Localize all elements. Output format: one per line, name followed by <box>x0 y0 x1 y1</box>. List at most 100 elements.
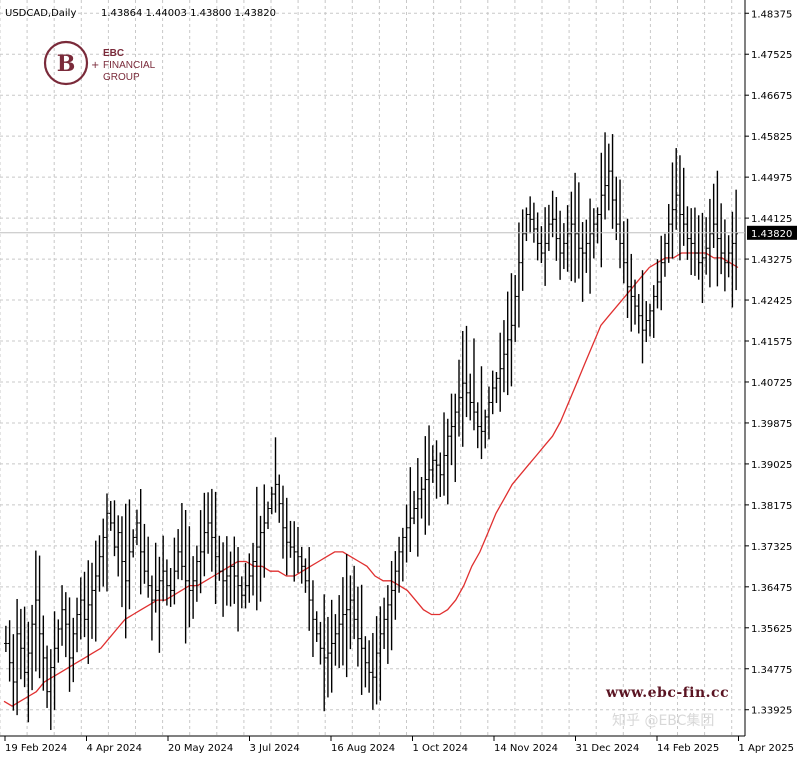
ohlc-bar <box>513 275 517 342</box>
ohlc-bar <box>389 560 394 651</box>
ohlc-bar <box>318 621 323 665</box>
ohlc-bar <box>314 611 319 642</box>
ohlc-bar <box>210 488 214 572</box>
ohlc-bar <box>460 330 465 447</box>
ohlc-bar <box>120 516 124 608</box>
current-price-label: 1.43820 <box>751 229 792 240</box>
ohlc-bar <box>180 502 184 581</box>
ohlc-bar <box>457 359 461 437</box>
ohlc-bar <box>352 565 356 640</box>
y-tick-label: 1.48375 <box>751 9 792 20</box>
ohlc-bar <box>247 553 252 603</box>
ohlc-bar <box>97 535 102 592</box>
ohlc-bar <box>217 535 222 581</box>
ohlc-bar <box>554 197 559 261</box>
ohlc-bar <box>726 235 731 278</box>
x-tick-label: 3 Jul 2024 <box>250 743 300 754</box>
ohlc-bar <box>374 616 379 705</box>
ohlc-bar <box>490 370 495 415</box>
ohlc-bar <box>401 527 405 582</box>
ohlc-bar <box>517 222 521 328</box>
ohlc-bar <box>614 176 619 241</box>
ohlc-bar <box>539 226 544 264</box>
ohlc-bar <box>168 567 173 607</box>
current-price-badge <box>747 225 797 240</box>
ohlc-bar <box>618 179 622 269</box>
ohlc-bar <box>382 597 386 650</box>
ohlc-bar <box>82 571 87 638</box>
ohlc-bar <box>438 452 443 497</box>
ohlc-bar <box>562 223 566 270</box>
ohlc-bar <box>176 529 180 580</box>
ohlc-bar <box>243 562 248 609</box>
ohlc-bar <box>56 619 61 663</box>
y-tick-label: 1.45825 <box>751 132 792 143</box>
ohlc-bar <box>307 547 312 631</box>
ohlc-bar <box>93 540 98 642</box>
logo-mark: B <box>57 51 76 77</box>
ohlc-bar <box>284 497 289 576</box>
y-axis-ticks: 1.48375 1.47525 1.46675 1.45825 1.44975 1.441… <box>745 9 792 717</box>
ohlc-bar <box>640 270 645 364</box>
ohlc-bar <box>213 491 218 605</box>
logo-line3: GROUP <box>103 72 140 83</box>
y-tick-label: 1.38175 <box>751 501 792 512</box>
ohlc-bar <box>524 207 529 242</box>
ohlc-bar <box>161 535 165 602</box>
ohlc-bar <box>636 294 641 334</box>
ohlc-bar <box>108 500 113 531</box>
zhihu-watermark: 知乎 @EBC集团 <box>612 712 714 729</box>
ohlc-bar <box>666 204 671 263</box>
y-tick-label: 1.35625 <box>751 624 792 635</box>
ohlc-bar <box>584 219 589 273</box>
ohlc-values: 1.43864 1.44003 1.43800 1.43820 <box>101 8 276 19</box>
ohlc-bar <box>153 542 158 613</box>
ohlc-bar <box>19 608 23 680</box>
y-tick-label: 1.37325 <box>751 542 792 553</box>
ohlc-bar <box>423 436 428 535</box>
ohlc-bar <box>86 560 91 664</box>
ohlc-bar <box>266 501 270 530</box>
ohlc-bar <box>453 393 458 483</box>
ohlc-bar <box>123 503 128 639</box>
y-tick-label: 1.40725 <box>751 378 792 389</box>
y-tick-label: 1.46675 <box>751 91 792 102</box>
ohlc-bar <box>41 615 46 691</box>
x-tick-label: 19 Feb 2024 <box>5 743 67 754</box>
x-tick-label: 20 May 2024 <box>168 743 233 754</box>
x-tick-label: 1 Oct 2024 <box>413 743 468 754</box>
logo-circle <box>43 40 89 86</box>
ohlc-bar <box>498 332 502 412</box>
ohlc-bar <box>299 546 304 584</box>
ohlc-bar <box>569 191 574 282</box>
ohlc-bar <box>37 555 42 679</box>
ohlc-bar <box>397 536 401 593</box>
y-tick-label: 1.39875 <box>751 419 792 430</box>
ohlc-bar <box>734 189 738 291</box>
ohlc-bar <box>344 554 349 678</box>
ohlc-bar <box>419 476 424 519</box>
ohlc-bar <box>15 598 19 716</box>
ohlc-bar <box>588 198 592 294</box>
ohlc-bar <box>101 518 106 587</box>
x-tick-label: 1 Apr 2025 <box>739 743 794 754</box>
ohlc-bar <box>198 510 203 594</box>
ohlc-bar <box>633 279 637 325</box>
ohlc-bar <box>131 529 135 558</box>
ohlc-bar <box>251 542 255 596</box>
y-tick-label: 1.44125 <box>751 214 792 225</box>
ohlc-bar <box>221 542 225 617</box>
ohlc-bar <box>689 208 693 275</box>
ohlc-bar <box>292 521 297 582</box>
ohlc-bar <box>532 202 536 243</box>
ohlc-bar <box>449 393 454 466</box>
ohlc-bar <box>648 303 652 337</box>
ohlc-bar <box>4 625 8 652</box>
ohlc-bar <box>412 490 416 525</box>
logo-plus: + <box>91 60 99 71</box>
ohlc-bar <box>487 386 491 440</box>
ohlc-bar <box>475 402 480 449</box>
ohlc-bar <box>378 606 383 701</box>
x-tick-label: 31 Dec 2024 <box>576 743 640 754</box>
